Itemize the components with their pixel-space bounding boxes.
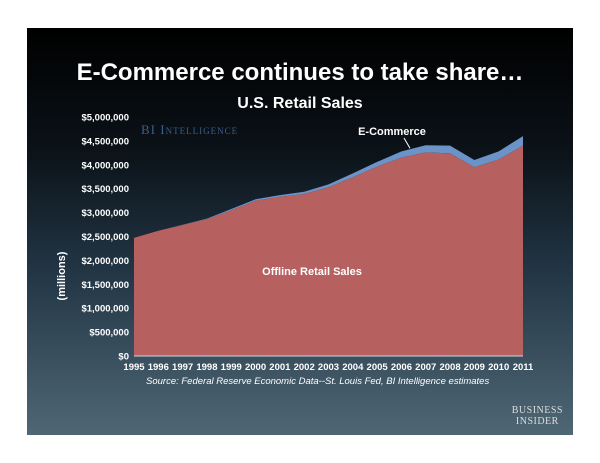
- logo-line-business: BUSINESS: [511, 405, 563, 416]
- x-tick-label: 2010: [488, 362, 509, 373]
- x-tick-label: 1995: [123, 362, 145, 373]
- y-tick-label: $3,500,000: [81, 184, 129, 195]
- x-tick-label: 2002: [294, 362, 315, 373]
- y-tick-label: $5,000,000: [81, 113, 129, 124]
- y-tick-label: $2,500,000: [81, 232, 129, 243]
- ecommerce-area: [134, 136, 523, 238]
- x-tick-label: 2007: [415, 362, 436, 373]
- offline-series-label: Offline Retail Sales: [262, 266, 362, 278]
- headline: E-Commerce continues to take share…: [76, 59, 524, 86]
- y-tick-label: $2,000,000: [81, 256, 129, 267]
- chart-svg: $0 $500,000 $1,000,000 $1,500,000 $2,000,000…: [81, 113, 534, 374]
- x-tick-label: 2009: [464, 362, 485, 373]
- source-note: Source: Federal Reserve Economic Data--S…: [146, 376, 490, 387]
- ecommerce-callout-line: [403, 137, 411, 149]
- offline-area: [134, 145, 523, 356]
- ecommerce-series-label: E-Commerce: [358, 126, 426, 138]
- x-tick-label: 1997: [172, 362, 193, 373]
- chart-title: U.S. Retail Sales: [237, 95, 363, 112]
- x-tick-label: 2011: [513, 362, 534, 373]
- bi-intelligence-watermark: BI Intelligence: [141, 122, 239, 137]
- x-tick-label: 2005: [367, 362, 389, 373]
- x-tick-label: 2006: [391, 362, 412, 373]
- y-tick-label: $500,000: [89, 328, 129, 339]
- x-tick-label: 1999: [221, 362, 242, 373]
- y-tick-label: $0: [118, 352, 129, 363]
- x-tick-label: 2003: [318, 362, 339, 373]
- x-tick-label: 2001: [269, 362, 291, 373]
- x-tick-label: 2008: [439, 362, 460, 373]
- x-tick-label: 1998: [196, 362, 217, 373]
- business-insider-logo: BUSINESS INSIDER: [512, 405, 563, 427]
- x-tick-label: 2004: [342, 362, 364, 373]
- x-tick-label: 1996: [148, 362, 169, 373]
- x-tick-label: 2000: [245, 362, 266, 373]
- y-tick-label: $4,000,000: [81, 160, 129, 171]
- y-tick-label: $3,000,000: [81, 208, 129, 219]
- y-tick-label: $1,000,000: [81, 304, 129, 315]
- y-tick-label: $4,500,000: [81, 136, 129, 147]
- logo-line-insider: INSIDER: [515, 416, 559, 427]
- y-tick-label: $1,500,000: [81, 280, 129, 291]
- slide-background: E-Commerce continues to take share… U.S.…: [27, 28, 573, 435]
